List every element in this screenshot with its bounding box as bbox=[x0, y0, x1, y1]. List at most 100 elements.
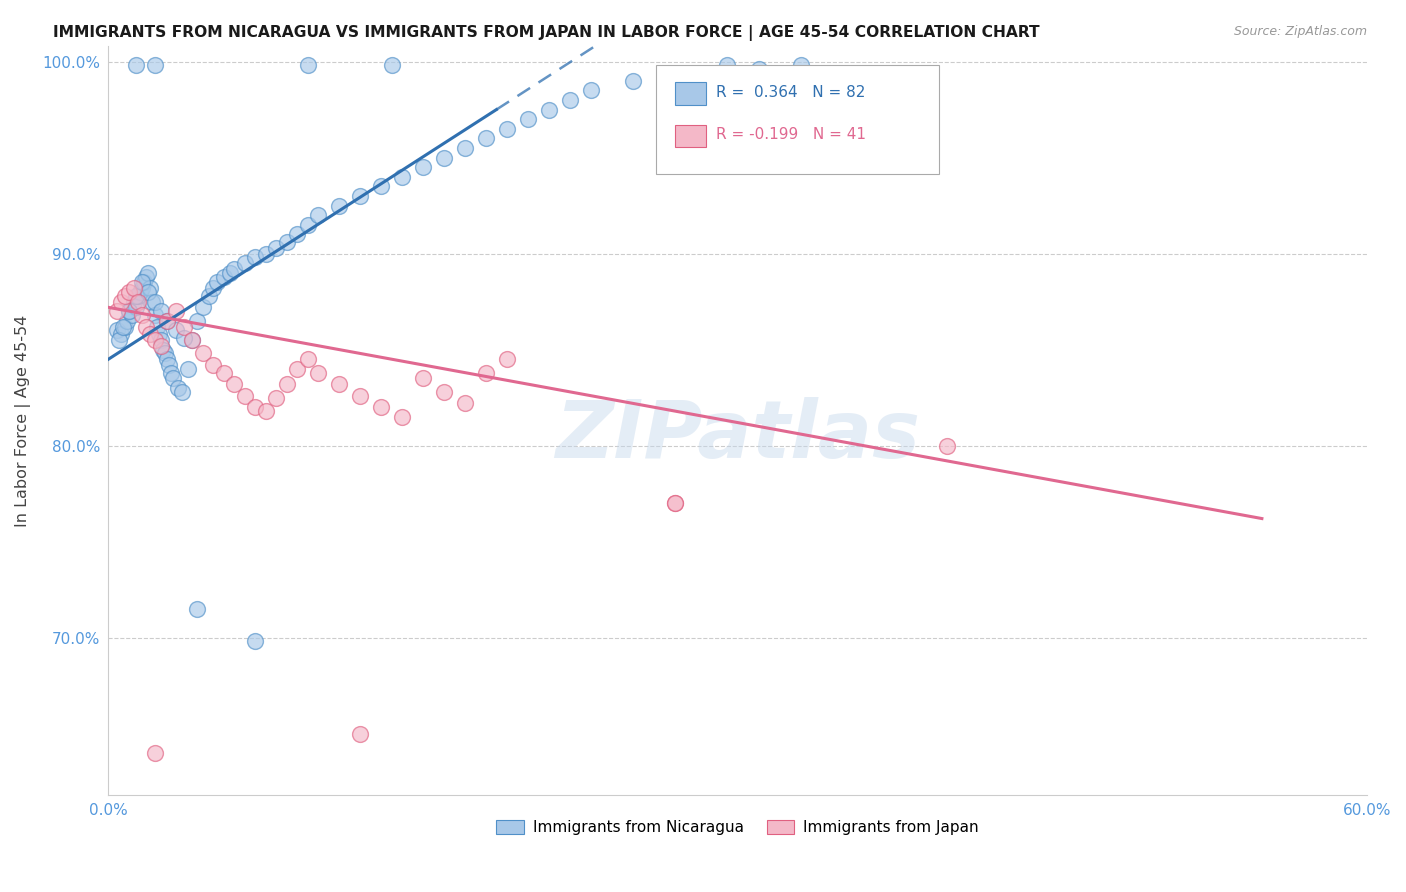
Point bbox=[110, 294, 132, 309]
Point bbox=[936, 439, 959, 453]
Point bbox=[349, 189, 371, 203]
Point bbox=[149, 333, 172, 347]
Point bbox=[475, 366, 498, 380]
Point bbox=[202, 358, 225, 372]
Point bbox=[191, 346, 214, 360]
Point bbox=[122, 281, 145, 295]
Point bbox=[136, 285, 159, 299]
Point bbox=[114, 289, 136, 303]
Point bbox=[224, 262, 246, 277]
Point bbox=[496, 121, 519, 136]
Point bbox=[297, 218, 319, 232]
Point bbox=[412, 371, 434, 385]
Point bbox=[579, 83, 602, 97]
Point bbox=[412, 160, 434, 174]
Text: IMMIGRANTS FROM NICARAGUA VS IMMIGRANTS FROM JAPAN IN LABOR FORCE | AGE 45-54 CO: IMMIGRANTS FROM NICARAGUA VS IMMIGRANTS … bbox=[53, 25, 1040, 41]
Point bbox=[475, 131, 498, 145]
Point bbox=[276, 235, 298, 249]
Point bbox=[391, 409, 413, 424]
Point bbox=[748, 62, 770, 77]
Point bbox=[122, 294, 145, 309]
Point bbox=[108, 333, 131, 347]
Point bbox=[349, 389, 371, 403]
Point bbox=[245, 634, 267, 648]
Point bbox=[135, 319, 157, 334]
Point bbox=[664, 496, 686, 510]
Point bbox=[370, 179, 392, 194]
Point bbox=[370, 400, 392, 414]
Point bbox=[145, 319, 167, 334]
Text: ZIPatlas: ZIPatlas bbox=[555, 397, 920, 475]
Point bbox=[297, 58, 319, 72]
Point bbox=[173, 319, 195, 334]
Point bbox=[153, 346, 176, 360]
Point bbox=[454, 396, 477, 410]
Point bbox=[285, 227, 308, 242]
Point bbox=[135, 269, 157, 284]
Point bbox=[114, 319, 136, 334]
Point bbox=[105, 323, 128, 337]
Point bbox=[162, 371, 184, 385]
Point bbox=[285, 361, 308, 376]
Point bbox=[173, 331, 195, 345]
Point bbox=[245, 251, 267, 265]
Point bbox=[224, 377, 246, 392]
FancyBboxPatch shape bbox=[675, 125, 706, 147]
FancyBboxPatch shape bbox=[675, 82, 706, 104]
Point bbox=[233, 256, 256, 270]
FancyBboxPatch shape bbox=[655, 65, 939, 174]
Point bbox=[125, 289, 148, 303]
Point bbox=[233, 389, 256, 403]
Point bbox=[143, 308, 166, 322]
Point bbox=[143, 294, 166, 309]
Point bbox=[307, 208, 329, 222]
Point bbox=[219, 266, 242, 280]
Point bbox=[125, 301, 148, 315]
Point bbox=[131, 308, 153, 322]
Point bbox=[537, 103, 560, 117]
Point bbox=[118, 304, 141, 318]
Point bbox=[149, 304, 172, 318]
Point bbox=[127, 294, 149, 309]
Point bbox=[198, 289, 221, 303]
Point bbox=[143, 58, 166, 72]
Point bbox=[254, 404, 277, 418]
Legend: Immigrants from Nicaragua, Immigrants from Japan: Immigrants from Nicaragua, Immigrants fr… bbox=[491, 814, 986, 841]
Point bbox=[516, 112, 538, 127]
Point bbox=[118, 304, 141, 318]
Point bbox=[496, 352, 519, 367]
Y-axis label: In Labor Force | Age 45-54: In Labor Force | Age 45-54 bbox=[15, 315, 31, 527]
Point bbox=[156, 352, 179, 367]
Point bbox=[264, 241, 287, 255]
Point bbox=[143, 746, 166, 760]
Point bbox=[454, 141, 477, 155]
Point bbox=[264, 391, 287, 405]
Point bbox=[664, 70, 686, 84]
Point bbox=[156, 314, 179, 328]
Point bbox=[127, 289, 149, 303]
Point bbox=[380, 58, 402, 72]
Point bbox=[391, 169, 413, 184]
Point bbox=[254, 246, 277, 260]
Point bbox=[149, 339, 172, 353]
Point bbox=[664, 496, 686, 510]
Point bbox=[328, 198, 350, 212]
Point bbox=[170, 384, 193, 399]
Point bbox=[143, 333, 166, 347]
Point bbox=[112, 319, 135, 334]
Point bbox=[129, 285, 152, 299]
Point bbox=[139, 281, 162, 295]
Text: Source: ZipAtlas.com: Source: ZipAtlas.com bbox=[1233, 25, 1367, 38]
Point bbox=[245, 400, 267, 414]
Point bbox=[621, 74, 644, 88]
Point bbox=[186, 602, 208, 616]
Point bbox=[121, 308, 143, 322]
Point bbox=[131, 276, 153, 290]
Point bbox=[166, 381, 188, 395]
Point bbox=[789, 58, 811, 72]
Point bbox=[181, 333, 204, 347]
Point bbox=[148, 327, 170, 342]
Point bbox=[181, 333, 204, 347]
Point bbox=[276, 377, 298, 392]
Point bbox=[160, 366, 183, 380]
